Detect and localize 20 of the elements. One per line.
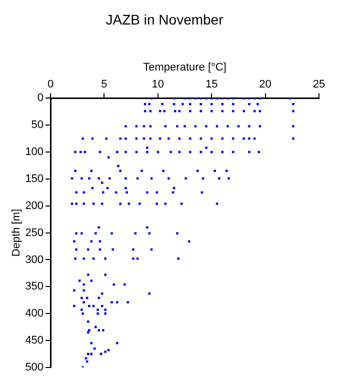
- x-axis-title: Temperature [°C]: [143, 61, 226, 74]
- y-tick-label: 450: [25, 334, 44, 347]
- y-tick-label: 250: [25, 226, 44, 239]
- x-tick-label: 20: [259, 78, 272, 91]
- y-tick-label: 200: [25, 200, 44, 212]
- y-tick-label: 300: [25, 254, 44, 266]
- y-tick-label: 0: [37, 92, 44, 104]
- x-tick-label: 5: [101, 78, 108, 91]
- x-tick-label: 10: [152, 78, 164, 91]
- y-axis-title: Depth [m]: [10, 208, 23, 257]
- y-tick-label: 350: [25, 280, 44, 293]
- y-tick-label: 100: [25, 146, 44, 158]
- y-tick-label: 150: [25, 172, 44, 185]
- y-tick-label: 500: [25, 361, 44, 374]
- x-tick-label: 15: [205, 78, 218, 91]
- y-tick-label: 50: [31, 119, 44, 132]
- x-tick-label: 25: [312, 78, 326, 91]
- chart-title: JAZB in November: [106, 11, 224, 28]
- y-tick-label: 400: [25, 308, 44, 320]
- x-tick-label: 0: [47, 78, 54, 91]
